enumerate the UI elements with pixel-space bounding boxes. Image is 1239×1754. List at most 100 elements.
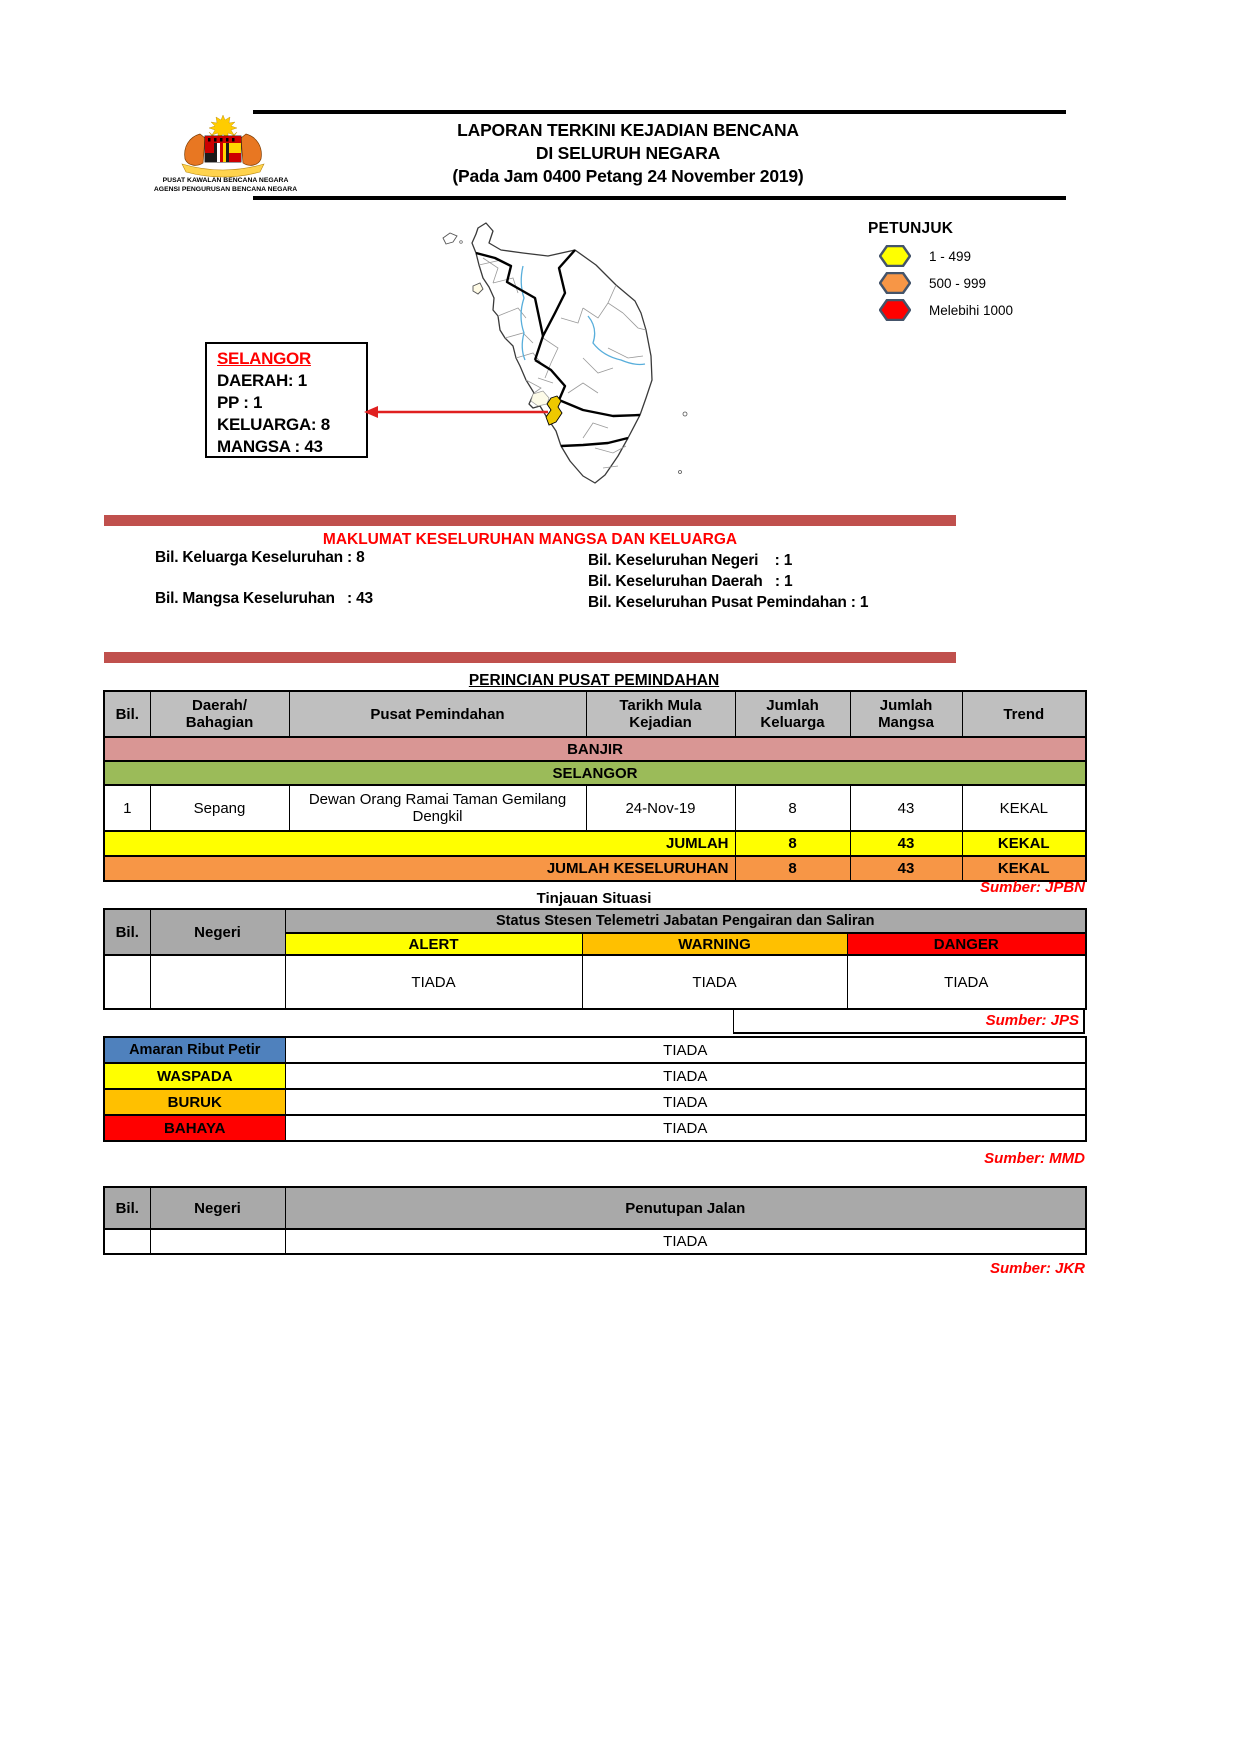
storm-warning-value: TIADA bbox=[284, 1036, 1087, 1064]
road-negeri-cell bbox=[149, 1228, 286, 1255]
warning-header: WARNING bbox=[581, 932, 848, 956]
cell-tarikh: 24-Nov-19 bbox=[585, 784, 736, 832]
section-divider-bar bbox=[104, 515, 956, 526]
warning-value: TIADA bbox=[581, 954, 848, 1010]
situation-title: Tinjauan Situasi bbox=[536, 890, 652, 907]
legend-hexagon-yellow-icon bbox=[879, 245, 911, 267]
jumlah-keluarga: 8 bbox=[734, 830, 851, 857]
category-row-banjir: BANJIR bbox=[103, 736, 1087, 762]
weather-warning-table: Amaran Ribut Petir TIADA WASPADA TIADA B… bbox=[103, 1036, 1087, 1142]
stat-keluarga: Bil. Keluarga Keseluruhan : 8 bbox=[155, 549, 365, 566]
title-line-1: LAPORAN TERKINI KEJADIAN BENCANA bbox=[457, 120, 799, 140]
title-line-3: (Pada Jam 0400 Petang 24 November 2019) bbox=[452, 166, 804, 186]
col-header-bil: Bil. bbox=[103, 690, 151, 738]
cell-keluarga: 8 bbox=[734, 784, 851, 832]
callout-arrow bbox=[364, 406, 548, 418]
source-mmd: Sumber: MMD bbox=[984, 1150, 1085, 1167]
table-row: 1 Sepang Dewan Orang Ramai Taman Gemilan… bbox=[103, 784, 1087, 832]
legend-label: 500 - 999 bbox=[929, 275, 987, 291]
telemetry-bil-cell bbox=[103, 954, 151, 1010]
stat-mangsa: Bil. Mangsa Keseluruhan : 43 bbox=[155, 590, 373, 607]
selangor-callout-box: SELANGOR DAERAH: 1 PP : 1 KELUARGA: 8 MA… bbox=[205, 342, 368, 458]
cell-trend: KEKAL bbox=[961, 784, 1087, 832]
map-highlight-sepang bbox=[545, 395, 563, 426]
waspada-label: WASPADA bbox=[103, 1062, 286, 1090]
cell-pusat: Dewan Orang Ramai Taman Gemilang Dengkil bbox=[288, 784, 587, 832]
jumlah-mangsa: 43 bbox=[849, 830, 963, 857]
legend-hexagon-orange-icon bbox=[879, 272, 911, 294]
col-header-tarikh: Tarikh Mula Kejadian bbox=[585, 690, 736, 738]
bahaya-row: BAHAYA TIADA bbox=[103, 1114, 1087, 1142]
telemetry-status-table: Bil. Negeri Status Stesen Telemetri Jaba… bbox=[103, 908, 1087, 1010]
jumlah-row: JUMLAH 8 43 KEKAL bbox=[103, 830, 1087, 857]
legend-item: Melebihi 1000 bbox=[879, 299, 1013, 321]
legend-title: PETUNJUK bbox=[868, 220, 954, 237]
agency-line-2: AGENSI PENGURUSAN BENCANA NEGARA bbox=[153, 185, 298, 193]
telemetry-negeri-cell bbox=[149, 954, 286, 1010]
bahaya-label: BAHAYA bbox=[103, 1114, 286, 1142]
road-closure-value: TIADA bbox=[284, 1228, 1087, 1255]
buruk-row: BURUK TIADA bbox=[103, 1088, 1087, 1116]
telemetry-header-bil: Bil. bbox=[103, 908, 151, 956]
legend-item: 500 - 999 bbox=[879, 272, 986, 294]
storm-warning-row: Amaran Ribut Petir TIADA bbox=[103, 1036, 1087, 1064]
stat-pp: Bil. Keseluruhan Pusat Pemindahan : 1 bbox=[588, 594, 869, 611]
telemetry-header-negeri: Negeri bbox=[149, 908, 286, 956]
cell-daerah: Sepang bbox=[149, 784, 290, 832]
stat-daerah: Bil. Keseluruhan Daerah : 1 bbox=[588, 573, 793, 590]
agency-line-1: PUSAT KAWALAN BENCANA NEGARA bbox=[162, 177, 289, 184]
col-header-trend: Trend bbox=[961, 690, 1087, 738]
callout-line: MANGSA : 43 bbox=[217, 437, 323, 456]
callout-state: SELANGOR bbox=[217, 349, 311, 368]
cell-mangsa: 43 bbox=[849, 784, 963, 832]
total-label: JUMLAH KESELURUHAN bbox=[103, 855, 736, 882]
title-line-2: DI SELURUH NEGARA bbox=[535, 143, 721, 163]
col-header-pusat: Pusat Pemindahan bbox=[288, 690, 587, 738]
total-mangsa: 43 bbox=[849, 855, 963, 882]
road-closure-table: Bil. Negeri Penutupan Jalan TIADA bbox=[103, 1186, 1087, 1255]
col-header-jumlah-mangsa: Jumlah Mangsa bbox=[849, 690, 963, 738]
relocation-table: Bil. Daerah/ Bahagian Pusat Pemindahan T… bbox=[103, 690, 1087, 882]
danger-header: DANGER bbox=[846, 932, 1087, 956]
waspada-row: WASPADA TIADA bbox=[103, 1062, 1087, 1090]
callout-line: DAERAH: 1 bbox=[217, 371, 307, 390]
source-jpbn: Sumber: JPBN bbox=[979, 879, 1085, 896]
legend-item: 1 - 499 bbox=[879, 245, 971, 267]
callout-line: KELUARGA: 8 bbox=[217, 415, 330, 434]
bahaya-value: TIADA bbox=[284, 1114, 1087, 1142]
header-bottom-rule bbox=[253, 196, 1066, 200]
legend-label: 1 - 499 bbox=[929, 248, 972, 264]
buruk-label: BURUK bbox=[103, 1088, 286, 1116]
storm-warning-label: Amaran Ribut Petir bbox=[103, 1036, 286, 1064]
road-header-negeri: Negeri bbox=[149, 1186, 286, 1230]
danger-value: TIADA bbox=[846, 954, 1087, 1010]
jumlah-keseluruhan-row: JUMLAH KESELURUHAN 8 43 KEKAL bbox=[103, 855, 1087, 882]
legend-hexagon-red-icon bbox=[879, 299, 911, 321]
relocation-table-title: PERINCIAN PUSAT PEMINDAHAN bbox=[468, 672, 720, 689]
source-jkr: Sumber: JKR bbox=[989, 1260, 1085, 1277]
col-header-jumlah-keluarga: Jumlah Keluarga bbox=[734, 690, 851, 738]
total-trend: KEKAL bbox=[961, 855, 1087, 882]
report-title: LAPORAN TERKINI KEJADIAN BENCANA DI SELU… bbox=[236, 119, 1020, 188]
alert-value: TIADA bbox=[284, 954, 583, 1010]
source-jps: Sumber: JPS bbox=[985, 1012, 1079, 1029]
section-divider-bar bbox=[104, 652, 956, 663]
agency-name: PUSAT KAWALAN BENCANA NEGARA AGENSI PENG… bbox=[133, 177, 318, 194]
buruk-value: TIADA bbox=[284, 1088, 1087, 1116]
cell-bil: 1 bbox=[103, 784, 151, 832]
jumlah-trend: KEKAL bbox=[961, 830, 1087, 857]
legend-label: Melebihi 1000 bbox=[929, 302, 1014, 318]
road-bil-cell bbox=[103, 1228, 151, 1255]
col-header-daerah: Daerah/ Bahagian bbox=[149, 690, 290, 738]
road-header-bil: Bil. bbox=[103, 1186, 151, 1230]
telemetry-span-header: Status Stesen Telemetri Jabatan Pengaira… bbox=[284, 908, 1087, 934]
road-header-penutupan: Penutupan Jalan bbox=[284, 1186, 1087, 1230]
alert-header: ALERT bbox=[284, 932, 583, 956]
waspada-value: TIADA bbox=[284, 1062, 1087, 1090]
coat-of-arms-icon bbox=[181, 114, 265, 178]
header-top-rule bbox=[253, 110, 1066, 114]
peninsular-malaysia-map bbox=[442, 222, 688, 484]
jumlah-label: JUMLAH bbox=[103, 830, 736, 857]
state-row-selangor: SELANGOR bbox=[103, 760, 1087, 786]
